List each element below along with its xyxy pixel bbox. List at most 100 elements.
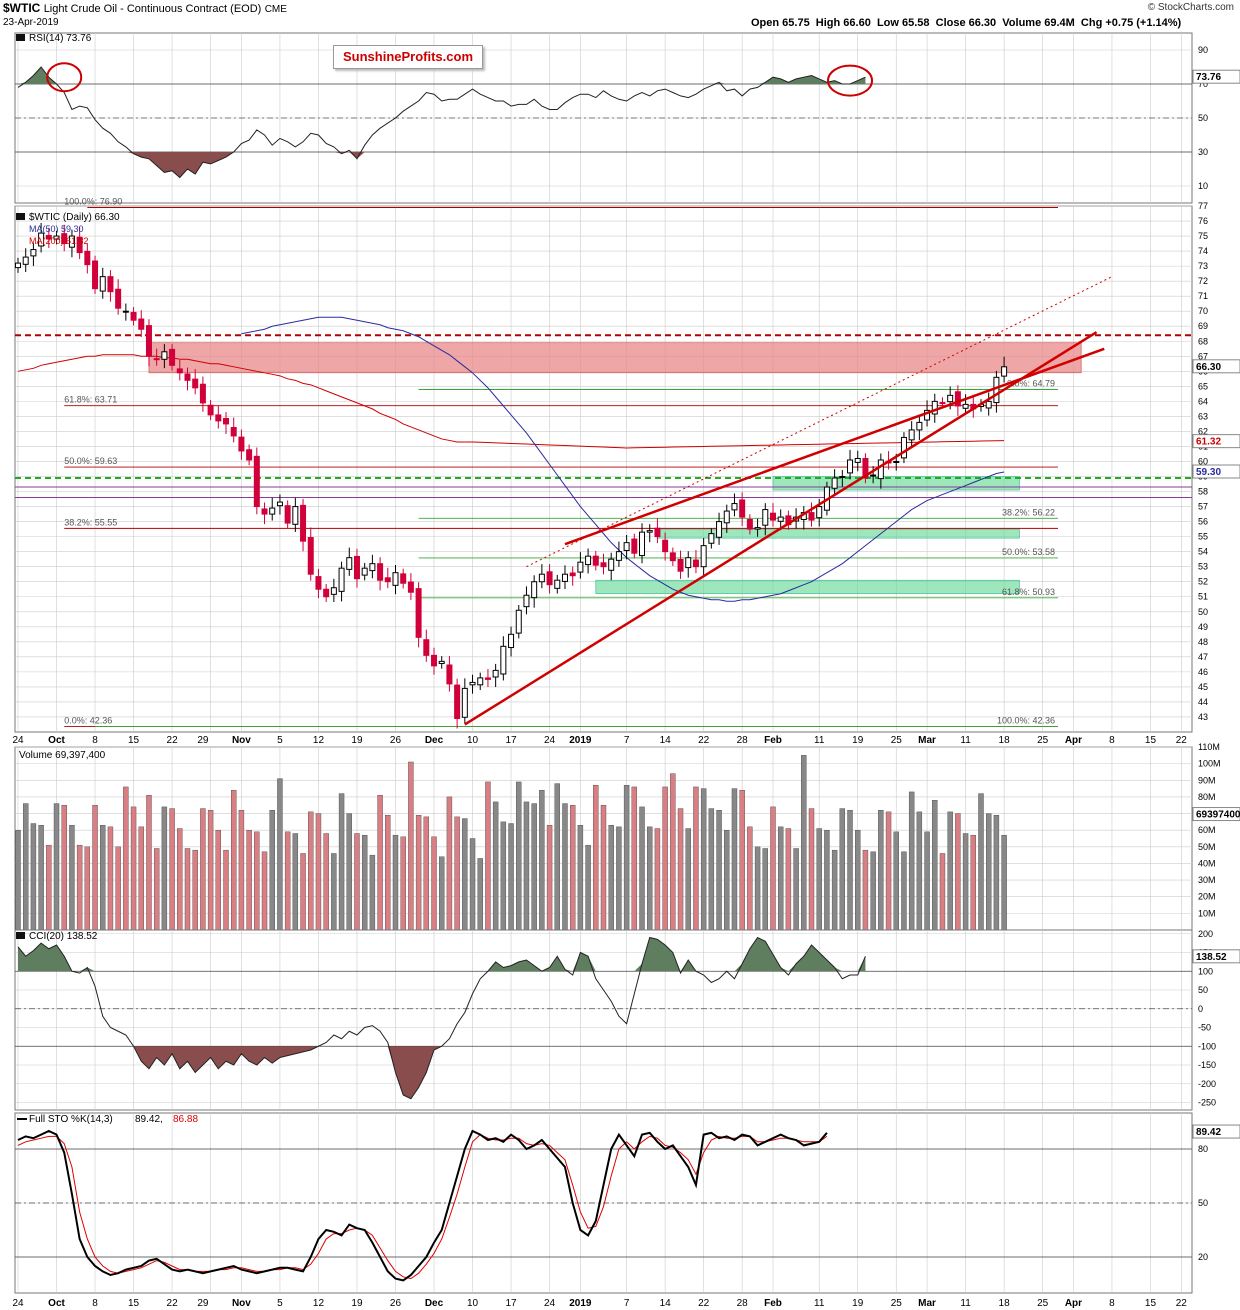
- x-axis-tick-label: 2019: [569, 735, 592, 746]
- x-axis-tick-label: 22: [167, 735, 179, 746]
- candle-body: [76, 236, 83, 254]
- rsi-overbought-fill: [18, 67, 866, 84]
- candle-body: [1001, 366, 1008, 377]
- volume-bar: [793, 848, 799, 931]
- x-axis-tick-label: Feb: [764, 735, 782, 746]
- volume-bar: [146, 795, 152, 931]
- candle-body: [585, 555, 592, 566]
- candle-body: [84, 250, 91, 266]
- x-axis-tick-label: Nov: [232, 1298, 251, 1309]
- candle-body: [130, 311, 137, 321]
- price-tick-label: 50: [1198, 607, 1208, 617]
- candle-body: [508, 633, 515, 649]
- price-tick-label: 75: [1198, 231, 1208, 241]
- cci-positive-fill: [18, 937, 866, 972]
- candle-body: [893, 460, 900, 463]
- volume-bar: [492, 801, 499, 931]
- price-tick-label: 67: [1198, 351, 1208, 361]
- volume-bar: [231, 790, 237, 931]
- x-axis-tick-label: 19: [852, 735, 864, 746]
- x-axis-tick-label: 15: [128, 1298, 140, 1309]
- candle-body: [192, 378, 199, 389]
- ma200-line: [464, 440, 1005, 449]
- volume-bar: [569, 805, 576, 931]
- source-link[interactable]: © StockCharts.com: [1147, 2, 1234, 13]
- price-tick-label: 44: [1198, 697, 1208, 707]
- x-axis-tick-label: 28: [737, 735, 749, 746]
- volume-tick-label: 90M: [1198, 775, 1216, 785]
- candle-body: [985, 400, 992, 409]
- ma200-last-value: 61.32: [1196, 437, 1221, 448]
- x-axis-tick-label: 22: [698, 735, 710, 746]
- volume-bar: [15, 829, 21, 931]
- volume-bar: [531, 803, 537, 931]
- x-axis-tick-label: 10: [467, 1298, 479, 1309]
- volume-bar: [500, 821, 507, 931]
- volume-bar: [670, 773, 676, 931]
- volume-bar: [192, 849, 198, 931]
- price-tick-label: 63: [1198, 411, 1208, 421]
- candle-body: [754, 527, 761, 530]
- price-tick-label: 57: [1198, 502, 1208, 512]
- volume-bar: [993, 815, 1000, 931]
- volume-bar: [677, 808, 684, 931]
- candle-body: [38, 232, 45, 247]
- volume-tick-label: 80M: [1198, 792, 1216, 802]
- rsi-tick-label: 70: [1198, 79, 1208, 89]
- price-tick-label: 54: [1198, 547, 1208, 557]
- candle-body: [854, 457, 861, 463]
- volume-tick-label: 40M: [1198, 858, 1216, 868]
- price-tick-label: 72: [1198, 276, 1208, 286]
- candle-body: [377, 563, 384, 581]
- volume-bar: [130, 806, 137, 931]
- volume-bar: [485, 781, 491, 931]
- x-axis-tick-label: 12: [313, 1298, 325, 1309]
- candle-body: [92, 260, 99, 290]
- volume-bar: [30, 823, 37, 931]
- x-axis-tick-label: 12: [313, 735, 325, 746]
- volume-bar: [1001, 834, 1007, 931]
- volume-bar: [107, 826, 114, 931]
- ma50-legend: MA(50) 59.30: [29, 224, 84, 234]
- x-axis-tick-label: 19: [351, 735, 363, 746]
- volume-tick-label: 50M: [1198, 842, 1216, 852]
- candle-body: [993, 376, 1000, 404]
- candle-body: [492, 669, 499, 678]
- volume-bar: [901, 851, 907, 931]
- volume-bar: [377, 795, 383, 931]
- candle-body: [207, 404, 214, 416]
- x-axis-tick-label: 8: [1109, 1298, 1115, 1309]
- candle-body: [600, 562, 607, 568]
- volume-bar: [816, 828, 822, 931]
- cci-tick-label: 50: [1198, 985, 1208, 995]
- volume-bar: [885, 811, 892, 931]
- price-tick-label: 47: [1198, 652, 1208, 662]
- volume-bar: [762, 848, 768, 931]
- volume-bar: [647, 826, 653, 931]
- ma50-last-value-box: [1192, 464, 1240, 479]
- volume-bar: [777, 826, 784, 931]
- volume-bar: [754, 846, 761, 931]
- volume-bar: [284, 831, 291, 931]
- fibonacci-level-label: 0.0%: 64.79: [1007, 378, 1055, 388]
- price-tick-label: 51: [1198, 592, 1208, 602]
- volume-bar: [477, 858, 483, 931]
- volume-bar: [223, 849, 229, 931]
- volume-bar: [831, 849, 838, 931]
- volume-bar: [69, 824, 75, 931]
- rsi-tick-label: 50: [1198, 113, 1208, 123]
- candle-body: [138, 318, 145, 330]
- chart-date: 23-Apr-2019: [3, 17, 59, 28]
- candle-body: [669, 552, 676, 562]
- cci-tick-label: 0: [1198, 1004, 1203, 1014]
- volume-bar: [315, 813, 322, 931]
- x-axis-tick-label: 29: [197, 1298, 209, 1309]
- watermark-text: SunshineProfits.com: [342, 49, 474, 64]
- volume-bar: [716, 810, 722, 931]
- volume-bar: [623, 785, 630, 931]
- candle-body: [931, 400, 938, 415]
- fibonacci-level-label: 100.0%: 42.36: [997, 716, 1055, 726]
- x-axis-tick-label: 2019: [569, 1298, 592, 1309]
- candle-body: [831, 477, 838, 489]
- price-tick-label: 56: [1198, 517, 1208, 527]
